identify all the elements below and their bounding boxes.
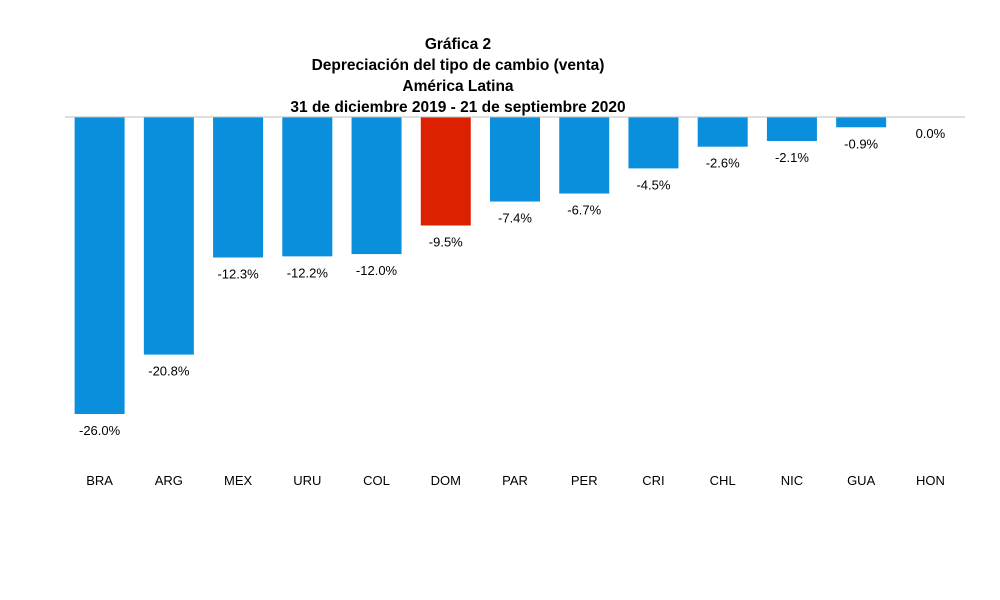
bar-dom [420, 117, 471, 226]
value-label-per: -6.7% [567, 203, 601, 218]
bar-cri [628, 117, 679, 169]
bar-par [490, 117, 540, 202]
chart-title-block: Gráfica 2 Depreciación del tipo de cambi… [0, 34, 916, 118]
value-label-col: -12.0% [356, 263, 398, 278]
category-label-nic: NIC [781, 473, 803, 488]
category-label-hon: HON [916, 473, 945, 488]
category-label-per: PER [571, 473, 598, 488]
chart-subtitle-line-2: América Latina [402, 78, 514, 95]
value-label-mex: -12.3% [217, 267, 259, 282]
category-label-col: COL [363, 473, 390, 488]
category-label-dom: DOM [431, 473, 461, 488]
value-label-nic: -2.1% [775, 150, 809, 165]
bar-uru [282, 117, 333, 257]
category-label-bra: BRA [86, 473, 113, 488]
value-label-dom: -9.5% [429, 235, 463, 250]
category-label-uru: URU [293, 473, 321, 488]
category-label-cri: CRI [642, 473, 664, 488]
value-label-bra: -26.0% [79, 423, 121, 438]
chart-subtitle-line-3: 31 de diciembre 2019 - 21 de septiembre … [290, 99, 626, 116]
chart-subtitle-line-1: Depreciación del tipo de cambio (venta) [311, 57, 605, 74]
bar-mex [213, 117, 264, 258]
value-label-hon: 0.0% [916, 126, 946, 141]
bar-col [351, 117, 402, 255]
value-label-uru: -12.2% [287, 265, 329, 280]
value-label-cri: -4.5% [636, 177, 670, 192]
bars-group [74, 117, 887, 414]
bar-gua [836, 117, 887, 128]
category-label-par: PAR [502, 473, 528, 488]
bar-per [559, 117, 610, 194]
value-label-chl: -2.6% [706, 156, 740, 171]
category-labels-group: BRA ARG MEX URU COL DOM PAR PER CRI CHL NIC GUA HON [86, 473, 945, 488]
value-label-par: -7.4% [498, 211, 532, 226]
category-label-gua: GUA [847, 473, 876, 488]
bar-arg [143, 117, 194, 355]
value-label-gua: -0.9% [844, 136, 878, 151]
category-label-arg: ARG [155, 473, 183, 488]
value-labels-group: -26.0% -20.8% -12.3% -12.2% -12.0% -9.5% -7.4%… [79, 126, 946, 438]
value-label-arg: -20.8% [148, 364, 190, 379]
bar-chl [697, 117, 748, 147]
category-label-mex: MEX [224, 473, 253, 488]
category-label-chl: CHL [710, 473, 736, 488]
chart-title: Gráfica 2 [424, 36, 492, 53]
bar-nic [766, 117, 817, 141]
bar-bra [74, 117, 125, 414]
